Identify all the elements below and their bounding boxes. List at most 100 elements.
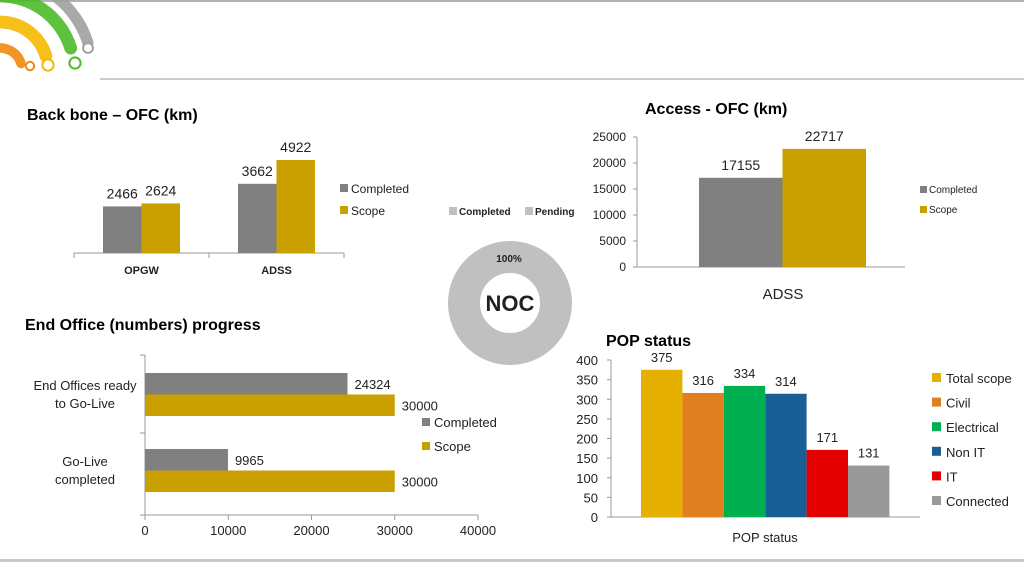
endoffice-legend-label: Completed — [434, 415, 497, 430]
pop-y-tick-label: 150 — [576, 451, 598, 466]
backbone-title: Back bone – OFC (km) — [27, 107, 198, 124]
pop-legend-label: Civil — [946, 396, 971, 411]
access-data-label: 17155 — [721, 157, 760, 173]
noc-legend-label: Completed — [459, 207, 511, 218]
pop-y-tick-label: 100 — [576, 471, 598, 486]
access-legend-label: Completed — [929, 185, 977, 196]
pop-legend-swatch — [932, 496, 941, 505]
endoffice-legend-label: Scope — [434, 439, 471, 454]
backbone-bar-completed — [103, 206, 142, 253]
pop-bar-total-scope — [641, 369, 683, 517]
pop-legend-label: Non IT — [946, 445, 985, 460]
pop-bar-non-it — [765, 393, 807, 517]
backbone-legend-label: Scope — [351, 204, 385, 218]
endoffice-legend-swatch — [422, 418, 430, 426]
pop-legend-swatch — [932, 471, 941, 481]
backbone-bar-scope — [276, 160, 315, 253]
endoffice-data-label: 30000 — [402, 398, 438, 413]
endoffice-bar-completed — [145, 373, 348, 395]
endoffice-x-tick-label: 10000 — [210, 523, 246, 538]
backbone-data-label: 3662 — [242, 163, 273, 179]
pop-bar-connected — [848, 465, 890, 517]
pop-y-tick-label: 0 — [591, 510, 598, 525]
access-bar-completed — [699, 177, 783, 267]
pop-x-axis-label: POP status — [732, 530, 798, 545]
pop-data-label: 314 — [775, 374, 797, 389]
pop-bar-it — [806, 449, 848, 517]
access-category-label: ADSS — [763, 286, 804, 303]
endoffice-x-tick-label: 30000 — [377, 523, 413, 538]
endoffice-bar-scope — [145, 394, 395, 416]
access-legend-swatch — [920, 186, 927, 193]
logo-arc — [0, 15, 53, 63]
access-y-tick-label: 20000 — [593, 156, 627, 170]
endoffice-x-tick-label: 20000 — [293, 523, 329, 538]
pop-y-tick-label: 200 — [576, 432, 598, 447]
pop-legend-label: Total scope — [946, 371, 1012, 386]
endoffice-category-label: End Offices ready — [33, 378, 137, 393]
pop-legend-swatch — [932, 373, 941, 382]
bottom-border — [0, 559, 1024, 562]
top-border — [0, 0, 1024, 2]
access-y-tick-label: 25000 — [593, 130, 627, 144]
access-y-tick-label: 0 — [619, 260, 626, 274]
backbone-data-label: 4922 — [280, 139, 311, 155]
backbone-bar-completed — [238, 183, 277, 253]
access-y-tick-label: 15000 — [593, 182, 627, 196]
pop-data-label: 171 — [816, 430, 838, 445]
access-y-tick-label: 10000 — [593, 208, 627, 222]
backbone-category-label: OPGW — [124, 265, 159, 277]
pop-data-label: 316 — [692, 373, 714, 388]
pop-legend-swatch — [932, 446, 941, 456]
endoffice-data-label: 9965 — [235, 453, 264, 468]
logo-arc-end — [68, 56, 82, 70]
pop-data-label: 334 — [734, 366, 756, 381]
logo-arc-end — [24, 60, 36, 72]
endoffice-bar-completed — [145, 449, 228, 471]
pop-y-tick-label: 350 — [576, 373, 598, 388]
endoffice-category-label: Go-Live — [62, 454, 108, 469]
logo-arc — [0, 0, 78, 55]
access-data-label: 22717 — [805, 128, 844, 144]
logo — [0, 0, 94, 72]
endoffice-x-tick-label: 0 — [141, 523, 148, 538]
pop-bar-electrical — [723, 385, 766, 517]
noc-legend-label: Pending — [535, 207, 574, 218]
logo-arc-end — [41, 58, 55, 72]
access-title: Access - OFC (km) — [645, 101, 788, 118]
logo-arc — [0, 43, 26, 69]
endoffice-category-label: to Go-Live — [55, 396, 115, 411]
pop-y-tick-label: 400 — [576, 353, 598, 368]
endoffice-bar-scope — [145, 470, 395, 492]
pop-legend-label: IT — [946, 469, 958, 484]
noc-center-label: NOC — [486, 291, 535, 316]
backbone-legend-swatch — [340, 184, 348, 192]
pop-legend-swatch — [932, 397, 941, 407]
pop-bar-civil — [682, 392, 724, 517]
pop-y-tick-label: 250 — [576, 412, 598, 427]
noc-slice-label: 100% — [496, 254, 522, 265]
pop-data-label: 131 — [858, 446, 880, 461]
backbone-data-label: 2466 — [107, 185, 138, 201]
backbone-bar-scope — [141, 203, 180, 253]
access-legend-swatch — [920, 206, 927, 213]
logo-arc — [50, 0, 94, 49]
backbone-category-label: ADSS — [261, 265, 292, 277]
endoffice-data-label: 30000 — [402, 474, 438, 489]
pop-legend-swatch — [932, 422, 941, 432]
noc-legend-swatch — [449, 207, 457, 215]
pop-y-tick-label: 50 — [584, 490, 598, 505]
pop-legend-label: Electrical — [946, 420, 999, 435]
endoffice-legend-swatch — [422, 442, 430, 450]
access-legend-label: Scope — [929, 205, 958, 216]
pop-title: POP status — [606, 333, 692, 350]
backbone-legend-swatch — [340, 206, 348, 214]
endoffice-title: End Office (numbers) progress — [25, 317, 261, 334]
endoffice-x-tick-label: 40000 — [460, 523, 496, 538]
pop-legend-label: Connected — [946, 494, 1009, 509]
pop-data-label: 375 — [651, 350, 673, 365]
noc-donut-slice-completed — [448, 241, 572, 365]
access-y-tick-label: 5000 — [599, 234, 626, 248]
logo-arc-end — [82, 42, 94, 54]
